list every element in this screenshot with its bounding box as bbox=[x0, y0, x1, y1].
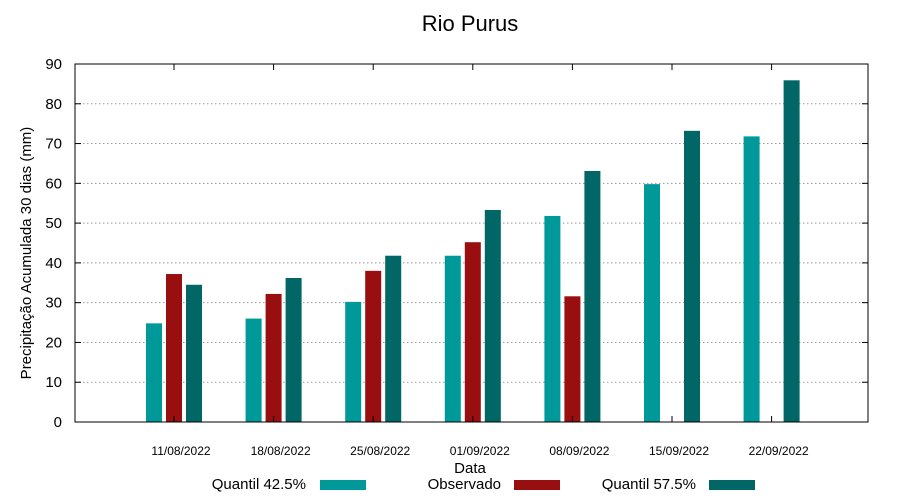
y-axis-ticks: 0 10 20 30 40 50 60 70 80 90 bbox=[45, 56, 868, 431]
x-tick-label: 01/09/2022 bbox=[450, 444, 510, 458]
x-axis-ticks: 11/08/2022 18/08/2022 25/08/2022 01/09/2022… bbox=[151, 64, 809, 458]
legend-label: Observado bbox=[428, 476, 501, 493]
plot-frame bbox=[74, 63, 869, 423]
bar-observado-4 bbox=[564, 296, 581, 422]
bar-quantil-57-5-1 bbox=[285, 278, 302, 422]
x-tick-label: 08/09/2022 bbox=[549, 444, 609, 458]
bar-quantil-42-5-0 bbox=[146, 323, 162, 422]
x-tick-label: 15/09/2022 bbox=[649, 444, 709, 458]
y-tick-label: 0 bbox=[54, 414, 62, 431]
bar-quantil-57-5-3 bbox=[484, 209, 501, 422]
chart-title: Rio Purus bbox=[422, 11, 519, 36]
bar-observado-1 bbox=[265, 293, 282, 422]
bar-quantil-42-5-5 bbox=[644, 184, 660, 422]
y-tick-label: 70 bbox=[45, 136, 62, 153]
legend-label: Quantil 42.5% bbox=[212, 476, 306, 493]
x-tick-label: 25/08/2022 bbox=[350, 444, 410, 458]
legend-swatch bbox=[514, 480, 560, 490]
bar-quantil-57-5-0 bbox=[186, 284, 202, 422]
bar-quantil-42-5-1 bbox=[245, 318, 262, 422]
legend: Quantil 42.5% Observado Quantil 57.5% bbox=[212, 476, 755, 493]
bar-quantil-57-5-4 bbox=[584, 171, 601, 422]
y-axis-label: Precipitação Acumulada 30 dias (mm) bbox=[18, 127, 35, 380]
bar-quantil-42-5-4 bbox=[544, 215, 561, 422]
x-tick-label: 22/09/2022 bbox=[749, 444, 809, 458]
bar-quantil-57-5-6 bbox=[783, 80, 800, 422]
bar-quantil-57-5-2 bbox=[385, 255, 402, 422]
y-tick-label: 50 bbox=[45, 215, 62, 232]
y-tick-label: 90 bbox=[45, 56, 62, 73]
y-tick-label: 80 bbox=[45, 96, 62, 113]
x-tick-label: 11/08/2022 bbox=[151, 444, 210, 458]
bar-observado-3 bbox=[464, 242, 481, 422]
legend-swatch bbox=[320, 480, 366, 490]
bar-observado-2 bbox=[365, 270, 382, 422]
y-tick-label: 30 bbox=[45, 295, 62, 312]
x-axis-label: Data bbox=[454, 460, 486, 477]
legend-swatch bbox=[709, 480, 755, 490]
x-tick-label: 18/08/2022 bbox=[251, 444, 311, 458]
bar-quantil-42-5-3 bbox=[444, 255, 461, 422]
y-tick-label: 10 bbox=[45, 374, 62, 391]
bars bbox=[146, 80, 800, 422]
bar-quantil-42-5-2 bbox=[345, 301, 362, 422]
y-tick-label: 20 bbox=[45, 334, 62, 351]
y-tick-label: 60 bbox=[45, 175, 62, 192]
legend-label: Quantil 57.5% bbox=[602, 476, 696, 493]
bar-observado-0 bbox=[166, 274, 182, 422]
y-tick-label: 40 bbox=[45, 255, 62, 272]
bar-quantil-42-5-6 bbox=[743, 136, 760, 422]
bar-quantil-57-5-5 bbox=[684, 130, 700, 422]
